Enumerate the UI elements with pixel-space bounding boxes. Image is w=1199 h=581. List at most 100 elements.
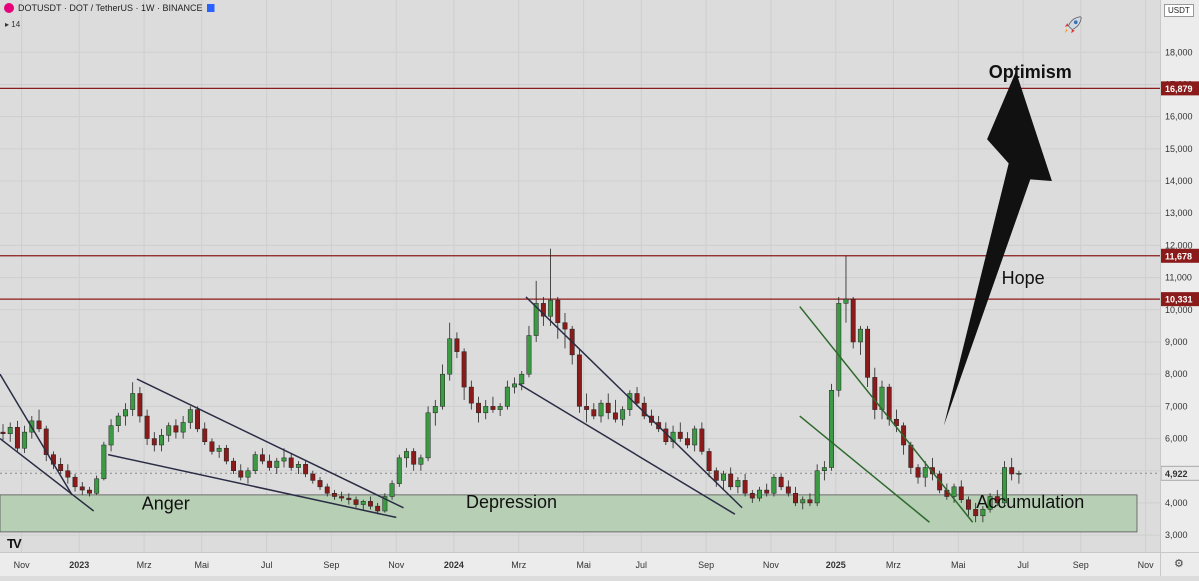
candle-body (252, 454, 258, 471)
candle-body (94, 478, 100, 494)
candle-body (893, 418, 899, 426)
price-tick-label: 16,000 (1165, 112, 1193, 122)
candle-body (829, 390, 835, 468)
candle-body (36, 420, 42, 430)
candle-body (735, 480, 741, 488)
candle-body (721, 473, 726, 481)
time-axis-scale: Nov 2023 Mrz Mai Jul Sep Nov 2024 Mrz Mai Jul Sep No… (14, 560, 1154, 570)
symbol-title: DOTUSDT · DOT / TetherUS · 1W · BINANCE (18, 3, 203, 13)
candle-body (706, 451, 712, 471)
last-price-tag (1160, 465, 1199, 481)
candle-body (612, 412, 618, 420)
time-tick-label: Sep (698, 560, 714, 570)
candle-body (58, 464, 64, 471)
chart-area[interactable]: Anger Depression Accumulation Hope Optimism (0, 0, 1160, 552)
time-tick-label: Jul (635, 560, 647, 570)
time-tick-label: Mai (194, 560, 209, 570)
candle-body (692, 428, 698, 446)
candle-body (540, 303, 546, 317)
time-axis[interactable]: Nov 2023 Mrz Mai Jul Sep Nov 2024 Mrz Mai Jul Sep No… (0, 552, 1160, 576)
candle-body (533, 303, 539, 336)
candle-body (620, 409, 626, 420)
mood-label-hope: Hope (1002, 268, 1045, 288)
candle-body (778, 476, 784, 488)
candle-body (281, 457, 287, 462)
candle-body (382, 496, 388, 512)
candle-body (793, 493, 798, 504)
candle-body (339, 496, 345, 499)
candle-body (497, 406, 503, 410)
candle-body (87, 489, 92, 494)
price-tick-label: 15,000 (1165, 144, 1193, 154)
coin-icon (4, 3, 14, 13)
candle-body (836, 303, 842, 391)
mood-label-optimism: Optimism (989, 62, 1072, 82)
currency-label[interactable]: USDT (1164, 4, 1194, 17)
candle-body (195, 409, 200, 430)
candle-body (418, 457, 424, 465)
candle-body (187, 409, 193, 423)
trendline-lower (0, 437, 95, 512)
candle-body (713, 470, 719, 481)
time-tick-label: Mrz (886, 560, 901, 570)
candle-body (101, 444, 107, 480)
candle-body (411, 451, 417, 465)
time-tick-label: Mai (576, 560, 591, 570)
level-price-tag (1161, 292, 1199, 307)
candle-body (598, 402, 604, 417)
time-tick-label: Jul (1017, 560, 1029, 570)
price-tick-label: 13,000 (1165, 208, 1193, 218)
candle-body (65, 470, 71, 478)
candle-body (1002, 467, 1007, 504)
candle-body (951, 486, 957, 497)
price-tick-label: 4,000 (1165, 498, 1188, 508)
price-axis[interactable]: 18,00017,00016,00015,00014,00013,00012,0… (1160, 0, 1199, 552)
candle-body (526, 335, 532, 375)
candle-body (728, 473, 734, 488)
price-chart[interactable]: Anger Depression Accumulation Hope Optimism (0, 0, 1160, 552)
candle-body (202, 428, 208, 443)
trendline-lower (107, 453, 397, 519)
candle-body (699, 428, 705, 452)
candle-body (562, 322, 568, 330)
candle-body (209, 441, 215, 452)
candle-body (548, 299, 554, 317)
candle-body (908, 444, 914, 468)
candle-body (771, 476, 777, 494)
price-tick-label: 7,000 (1165, 401, 1188, 411)
candle-body (634, 393, 640, 404)
axis-corner (1160, 552, 1199, 576)
candle-body (303, 464, 309, 475)
legend-arrow-icon[interactable]: ▸ (5, 20, 10, 29)
candle-body (43, 428, 49, 455)
time-tick-label: Nov (388, 560, 405, 570)
candle-body (800, 499, 806, 504)
candle-body (396, 457, 402, 484)
candle-body (468, 386, 474, 404)
candle-body (627, 393, 633, 410)
time-tick-label: Jul (261, 560, 273, 570)
candle-body (757, 489, 762, 499)
candle-body (331, 493, 337, 497)
candle-body (980, 509, 986, 517)
symbol-header[interactable]: DOTUSDT · DOT / TetherUS · 1W · BINANCE (4, 3, 215, 13)
candle-body (454, 338, 460, 352)
candle-body (850, 298, 856, 343)
time-tick-label: 2024 (444, 560, 464, 570)
tradingview-logo-icon[interactable]: TV (7, 536, 22, 551)
candle-body (238, 470, 244, 478)
candle-body (353, 499, 359, 505)
chart-settings-icon[interactable]: ⚙ (1174, 558, 1184, 570)
price-tick-label: 3,000 (1165, 530, 1188, 540)
candle-body (821, 467, 827, 471)
candle-body (519, 373, 525, 385)
candle-body (22, 431, 28, 449)
candle-body (432, 406, 438, 414)
trendline-upper (136, 378, 404, 509)
candle-body (785, 486, 791, 494)
price-tick-label: 12,000 (1165, 240, 1193, 250)
candle-body (512, 383, 518, 388)
candle-body (317, 480, 323, 488)
time-tick-label: Nov (14, 560, 31, 570)
candle-body (137, 393, 143, 417)
